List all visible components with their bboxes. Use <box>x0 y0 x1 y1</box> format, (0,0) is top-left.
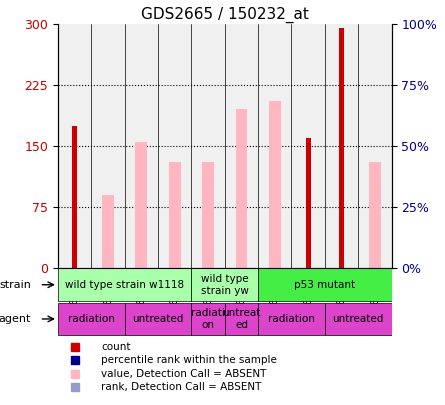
Text: strain: strain <box>0 280 31 290</box>
Text: p53 mutant: p53 mutant <box>294 280 356 290</box>
Bar <box>269 101 281 268</box>
FancyBboxPatch shape <box>125 303 191 335</box>
FancyBboxPatch shape <box>191 269 258 301</box>
Text: wild type
strain yw: wild type strain yw <box>201 274 249 296</box>
FancyBboxPatch shape <box>58 269 191 301</box>
Text: radiation: radiation <box>268 314 315 324</box>
FancyBboxPatch shape <box>325 303 392 335</box>
FancyBboxPatch shape <box>258 303 325 335</box>
Bar <box>72 126 77 268</box>
Text: untreat
ed: untreat ed <box>222 308 261 330</box>
Text: value, Detection Call = ABSENT: value, Detection Call = ABSENT <box>101 369 267 379</box>
Text: untreated: untreated <box>132 314 184 324</box>
Bar <box>369 162 381 268</box>
FancyBboxPatch shape <box>58 303 125 335</box>
FancyBboxPatch shape <box>191 303 225 335</box>
Text: radiati
on: radiati on <box>191 308 225 330</box>
Bar <box>235 109 247 268</box>
Text: agent: agent <box>0 314 31 324</box>
Bar <box>169 162 181 268</box>
Text: radiation: radiation <box>68 314 115 324</box>
Text: wild type strain w1118: wild type strain w1118 <box>65 280 184 290</box>
Title: GDS2665 / 150232_at: GDS2665 / 150232_at <box>141 7 309 23</box>
Text: count: count <box>101 342 131 352</box>
Bar <box>135 142 147 268</box>
Bar <box>306 138 311 268</box>
Bar <box>102 195 114 268</box>
FancyBboxPatch shape <box>225 303 258 335</box>
Text: untreated: untreated <box>332 314 384 324</box>
Bar <box>339 28 344 268</box>
FancyBboxPatch shape <box>258 269 392 301</box>
Text: percentile rank within the sample: percentile rank within the sample <box>101 356 277 365</box>
Text: rank, Detection Call = ABSENT: rank, Detection Call = ABSENT <box>101 382 262 392</box>
Bar <box>202 162 214 268</box>
